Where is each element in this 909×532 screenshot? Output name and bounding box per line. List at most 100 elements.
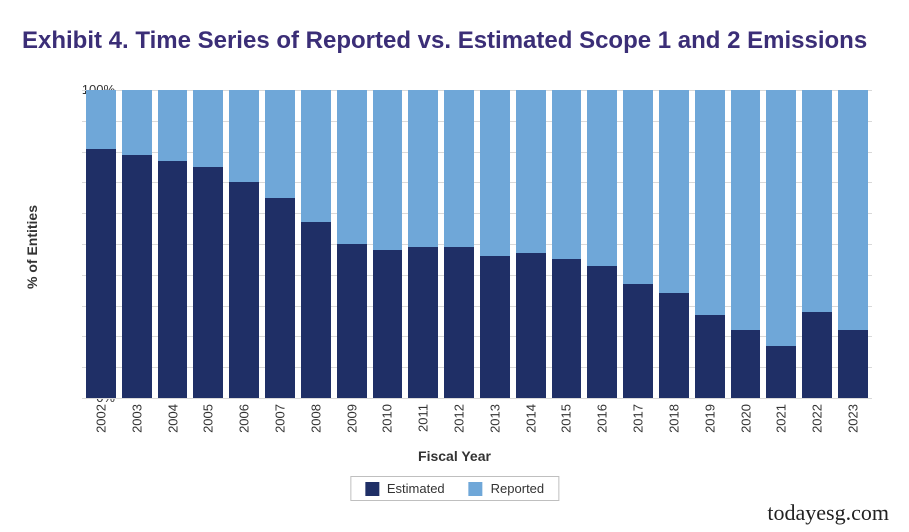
bar: 2018 (659, 90, 689, 398)
bar: 2012 (444, 90, 474, 398)
bar-segment-estimated (802, 312, 832, 398)
bar: 2008 (301, 90, 331, 398)
x-tick-label: 2003 (129, 404, 144, 433)
bar-segment-estimated (229, 182, 259, 398)
x-tick-label: 2020 (738, 404, 753, 433)
bar-stack (659, 90, 689, 398)
bar-stack (408, 90, 438, 398)
grid-line (82, 398, 872, 399)
bar: 2020 (731, 90, 761, 398)
bar-stack (516, 90, 546, 398)
x-tick-label: 2018 (666, 404, 681, 433)
bar-segment-reported (480, 90, 510, 256)
bar-segment-reported (122, 90, 152, 155)
x-tick-label: 2014 (523, 404, 538, 433)
bar-stack (158, 90, 188, 398)
bar: 2017 (623, 90, 653, 398)
bar-stack (480, 90, 510, 398)
bar-stack (766, 90, 796, 398)
bar-stack (229, 90, 259, 398)
x-tick-label: 2007 (272, 404, 287, 433)
bar-segment-estimated (552, 259, 582, 398)
legend-item-reported: Reported (469, 481, 544, 496)
x-tick-label: 2021 (774, 404, 789, 433)
bar-segment-estimated (86, 149, 116, 398)
bar: 2002 (86, 90, 116, 398)
bar-segment-reported (516, 90, 546, 253)
legend-label: Estimated (387, 481, 445, 496)
bar: 2014 (516, 90, 546, 398)
bar-segment-estimated (838, 330, 868, 398)
x-tick-label: 2022 (810, 404, 825, 433)
legend-item-estimated: Estimated (365, 481, 445, 496)
x-tick-label: 2004 (165, 404, 180, 433)
bar-segment-reported (659, 90, 689, 293)
bar-segment-estimated (731, 330, 761, 398)
legend-swatch (365, 482, 379, 496)
bar: 2022 (802, 90, 832, 398)
bar: 2011 (408, 90, 438, 398)
bar-segment-estimated (587, 266, 617, 398)
x-tick-label: 2009 (344, 404, 359, 433)
bar-segment-estimated (444, 247, 474, 398)
bar-stack (838, 90, 868, 398)
bar-segment-estimated (373, 250, 403, 398)
x-tick-label: 2017 (631, 404, 646, 433)
plot-area: 2002200320042005200620072008200920102011… (82, 90, 872, 398)
bar-segment-estimated (516, 253, 546, 398)
x-tick-label: 2023 (845, 404, 860, 433)
bar-stack (86, 90, 116, 398)
bar-segment-reported (373, 90, 403, 250)
bar-segment-reported (552, 90, 582, 259)
bar: 2021 (766, 90, 796, 398)
bar: 2015 (552, 90, 582, 398)
bar-segment-reported (838, 90, 868, 330)
bar: 2009 (337, 90, 367, 398)
x-tick-label: 2008 (308, 404, 323, 433)
x-tick-label: 2010 (380, 404, 395, 433)
bar-segment-reported (623, 90, 653, 284)
bar-stack (623, 90, 653, 398)
bar-segment-reported (444, 90, 474, 247)
bar-stack (587, 90, 617, 398)
bar-segment-estimated (122, 155, 152, 398)
bar-stack (802, 90, 832, 398)
bar-stack (337, 90, 367, 398)
x-tick-label: 2005 (201, 404, 216, 433)
bar-stack (695, 90, 725, 398)
x-axis-title: Fiscal Year (418, 448, 491, 464)
bar: 2007 (265, 90, 295, 398)
bar-segment-estimated (337, 244, 367, 398)
x-tick-label: 2019 (702, 404, 717, 433)
bar-segment-reported (158, 90, 188, 161)
bar-stack (193, 90, 223, 398)
y-axis-title: % of Entities (24, 205, 40, 289)
bar-segment-estimated (623, 284, 653, 398)
bar: 2019 (695, 90, 725, 398)
bar-segment-reported (229, 90, 259, 182)
x-tick-label: 2011 (416, 404, 431, 432)
bar: 2013 (480, 90, 510, 398)
chart-title: Exhibit 4. Time Series of Reported vs. E… (22, 26, 869, 56)
bar: 2003 (122, 90, 152, 398)
bar-stack (301, 90, 331, 398)
bar-stack (122, 90, 152, 398)
bar-segment-reported (766, 90, 796, 346)
bar-stack (444, 90, 474, 398)
bar-segment-reported (193, 90, 223, 167)
x-tick-label: 2012 (452, 404, 467, 433)
bar: 2005 (193, 90, 223, 398)
bar-segment-estimated (480, 256, 510, 398)
bar-segment-reported (731, 90, 761, 330)
bar-segment-estimated (659, 293, 689, 398)
bar-segment-estimated (265, 198, 295, 398)
bar-segment-reported (695, 90, 725, 315)
bar: 2010 (373, 90, 403, 398)
watermark-text: todayesg.com (767, 500, 889, 526)
bar-segment-estimated (301, 222, 331, 398)
bar-segment-estimated (158, 161, 188, 398)
bar-segment-estimated (408, 247, 438, 398)
bar-stack (552, 90, 582, 398)
bar-segment-reported (86, 90, 116, 149)
legend: Estimated Reported (350, 476, 559, 501)
